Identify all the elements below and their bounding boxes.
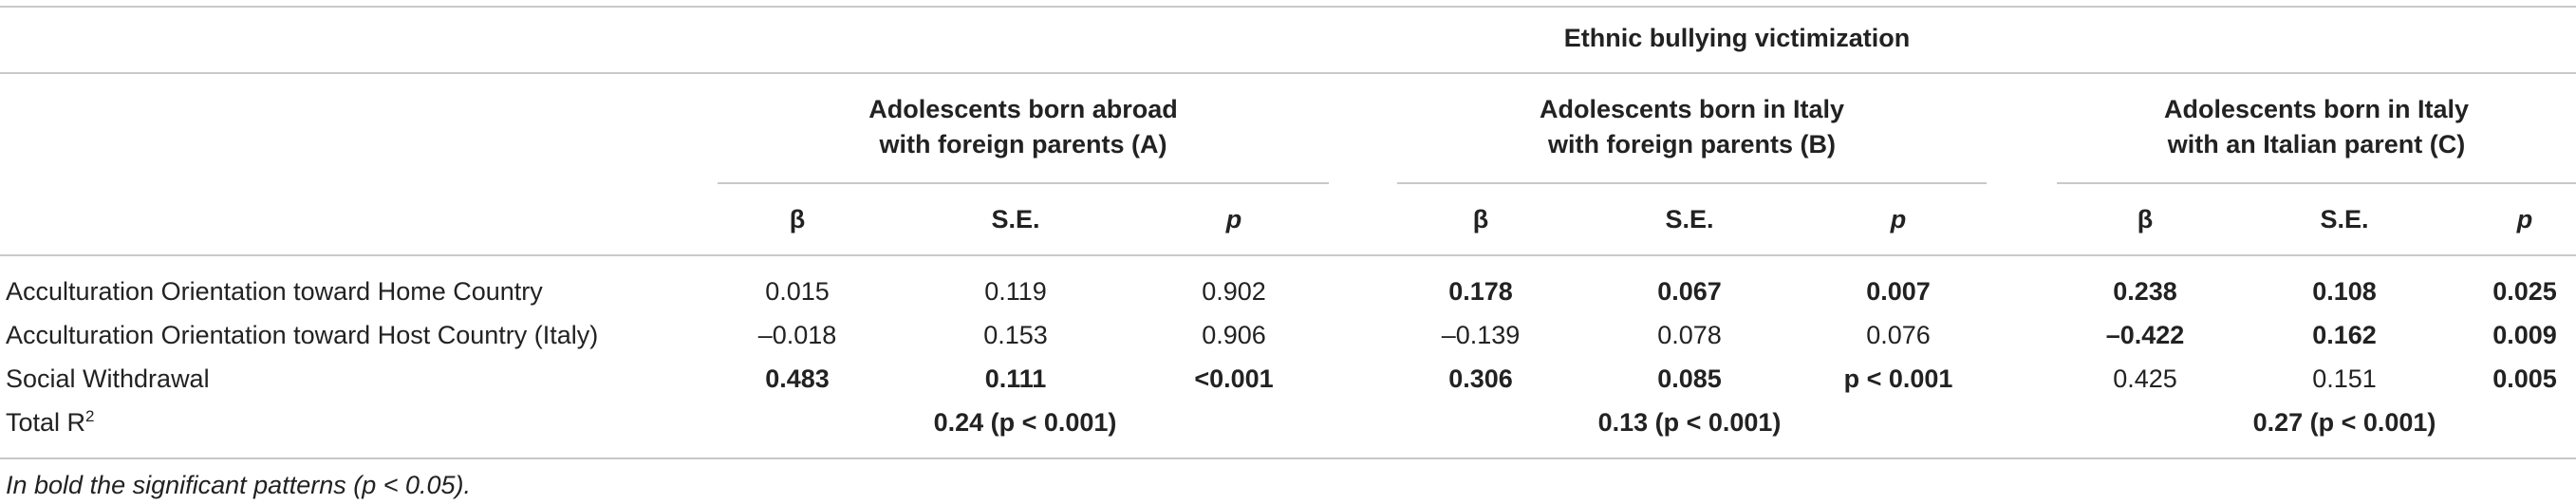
cell-c-p: 0.009 [2492,321,2557,349]
col-a-beta: β [789,205,806,233]
cell-c-se: 0.108 [2312,277,2377,306]
cell-a-beta: 0.483 [765,364,830,393]
cell-a-beta: 0.015 [765,277,830,306]
group-c-rule [2057,182,2576,184]
col-c-se: S.E. [2320,205,2369,233]
total-r2-superscript: 2 [85,407,95,425]
row-label: Acculturation Orientation toward Host Co… [6,321,599,349]
cell-c-beta: 0.238 [2113,277,2177,306]
col-b-p: p [1890,205,1907,233]
cell-b-beta: 0.306 [1448,364,1513,393]
total-r2-label-text: Total R [6,408,86,437]
total-r2-c: 0.27 (p < 0.001) [2252,408,2436,437]
col-c-beta: β [2137,205,2154,233]
cell-c-beta: 0.425 [2113,364,2177,393]
cell-a-se: 0.119 [984,277,1047,306]
col-b-se: S.E. [1665,205,1714,233]
cell-b-beta: 0.178 [1448,277,1513,306]
group-c-header-line1: Adolescents born in Italy [2163,95,2470,123]
cell-b-p: p < 0.001 [1843,364,1953,393]
cell-a-beta: –0.018 [757,321,837,349]
col-c-p: p [2516,205,2533,233]
cell-c-p: 0.025 [2492,277,2557,306]
cell-a-p: 0.902 [1202,277,1266,306]
cell-b-p: 0.076 [1866,321,1931,349]
col-a-p: p [1225,205,1242,233]
group-b-header-line2: with foreign parents (B) [1548,130,1836,159]
cell-a-se: 0.111 [984,364,1047,393]
top-rule [0,6,2576,8]
column-header-rule [0,254,2576,256]
group-c-header-line2: with an Italian parent (C) [2167,130,2466,159]
cell-b-p: 0.007 [1866,277,1931,306]
cell-c-beta: –0.422 [2105,321,2185,349]
cell-a-se: 0.153 [983,321,1048,349]
group-a-header-line1: Adolescents born abroad [868,95,1178,123]
total-r2-b: 0.13 (p < 0.001) [1597,408,1782,437]
group-b-rule [1397,182,1987,184]
cell-c-p: 0.005 [2492,364,2557,393]
cell-b-se: 0.078 [1657,321,1722,349]
cell-c-se: 0.162 [2312,321,2377,349]
super-header: Ethnic bullying victimization [1563,24,1911,52]
cell-b-se: 0.085 [1657,364,1722,393]
super-header-rule [0,72,2576,74]
cell-b-beta: –0.139 [1441,321,1521,349]
group-a-header-line2: with foreign parents (A) [879,130,1167,159]
cell-b-se: 0.067 [1657,277,1722,306]
row-label: Social Withdrawal [6,364,210,393]
row-label: Acculturation Orientation toward Home Co… [6,277,543,306]
col-a-se: S.E. [991,205,1040,233]
group-a-rule [718,182,1329,184]
footnote: In bold the significant patterns (p < 0.… [6,471,472,499]
total-r2-a: 0.24 (p < 0.001) [933,408,1117,437]
group-b-header-line1: Adolescents born in Italy [1539,95,1845,123]
cell-c-se: 0.151 [2312,364,2377,393]
bottom-rule [0,457,2576,459]
cell-a-p: <0.001 [1194,364,1274,393]
col-b-beta: β [1472,205,1489,233]
total-r2-label: Total R2 [6,406,95,439]
cell-a-p: 0.906 [1202,321,1266,349]
